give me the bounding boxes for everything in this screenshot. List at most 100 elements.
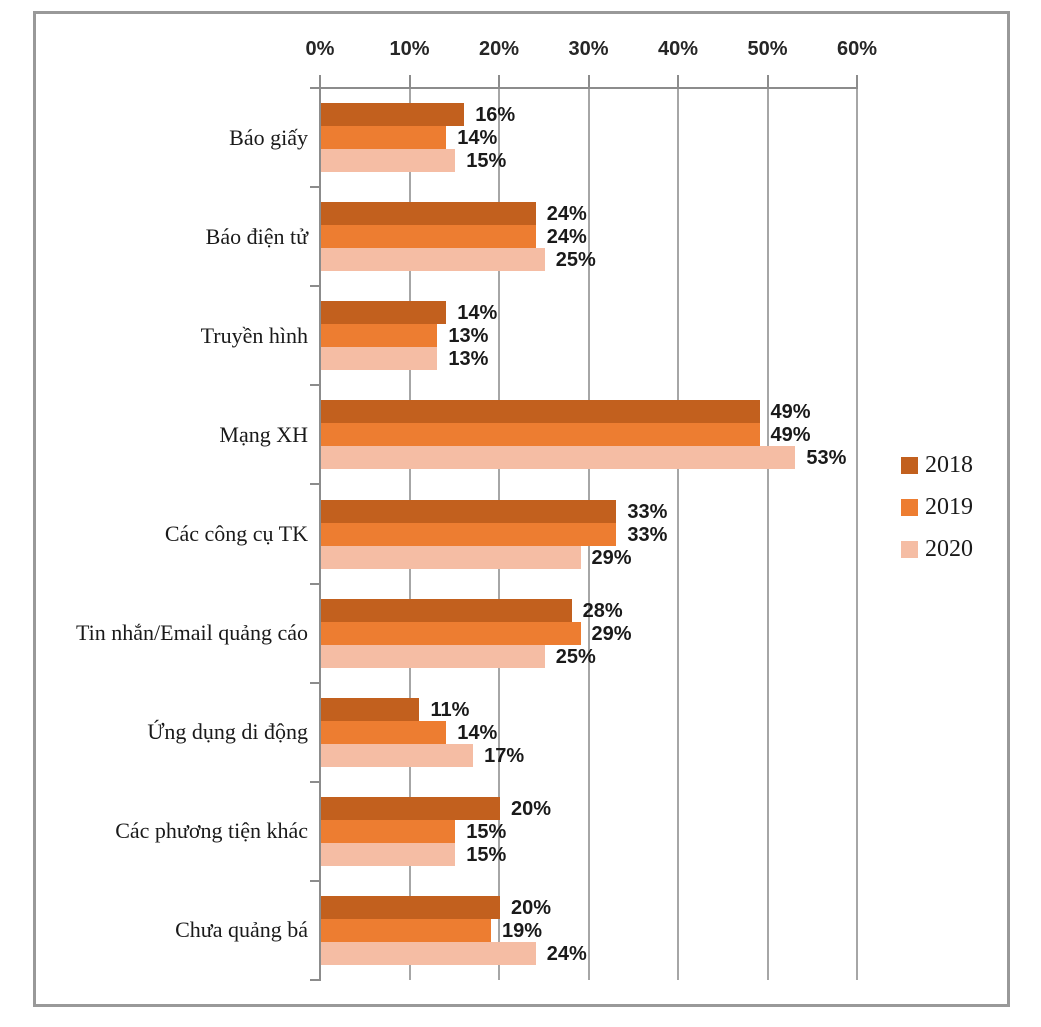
category-label: Báo điện tử xyxy=(205,223,308,249)
category-label: Tin nhắn/Email quảng cáo xyxy=(76,620,308,646)
y-axis-tick xyxy=(310,879,320,882)
y-axis-tick xyxy=(310,979,320,981)
value-label: 19% xyxy=(502,919,543,942)
bar-2018 xyxy=(321,202,536,226)
value-label: 15% xyxy=(466,820,507,843)
bar-2020 xyxy=(321,347,438,371)
y-axis-tick xyxy=(310,186,320,189)
bar-2018 xyxy=(321,301,447,325)
value-label: 11% xyxy=(430,698,470,721)
x-axis-tick-label: 10% xyxy=(389,38,430,60)
bar-2019 xyxy=(321,918,492,942)
value-label: 49% xyxy=(770,424,811,447)
bar-2018 xyxy=(321,499,617,523)
value-label: 25% xyxy=(555,645,596,668)
legend-label: 2019 xyxy=(925,494,973,520)
bar-2018 xyxy=(321,796,500,820)
value-label: 33% xyxy=(627,500,668,523)
value-label: 13% xyxy=(448,348,489,371)
bar-2020 xyxy=(321,446,796,470)
x-axis-tick xyxy=(766,75,769,88)
bar-2018 xyxy=(321,697,420,721)
y-axis-tick xyxy=(310,780,320,783)
gridline xyxy=(677,88,679,980)
value-label: 14% xyxy=(457,721,498,744)
x-axis-tick-label: 30% xyxy=(568,38,609,60)
x-axis-line xyxy=(319,87,858,89)
bar-2020 xyxy=(321,743,474,767)
bar-2019 xyxy=(321,324,438,348)
x-axis-tick-label: 40% xyxy=(657,38,699,60)
bar-2018 xyxy=(321,895,500,919)
x-axis-tick-label: 50% xyxy=(747,38,788,60)
x-axis-tick xyxy=(498,75,500,88)
bar-2020 xyxy=(321,842,456,866)
value-label: 24% xyxy=(546,226,587,249)
bar-2019 xyxy=(321,720,447,744)
legend: 2018 2019 2020 xyxy=(901,452,973,578)
x-axis-tick-label: 60% xyxy=(836,38,878,60)
y-axis-tick xyxy=(310,582,320,585)
value-label: 13% xyxy=(448,325,489,348)
category-label: Các công cụ TK xyxy=(164,521,308,546)
bar-2019 xyxy=(321,126,447,150)
value-label: 20% xyxy=(511,797,552,820)
x-axis-tick-label: 20% xyxy=(478,38,520,60)
legend-label: 2018 xyxy=(925,452,973,478)
value-label: 17% xyxy=(484,744,525,767)
y-axis-tick xyxy=(310,681,320,684)
bar-2019 xyxy=(321,819,456,843)
bar-2018 xyxy=(321,103,465,127)
value-label: 15% xyxy=(466,150,507,173)
bar-2019 xyxy=(321,225,536,249)
y-axis-tick xyxy=(310,384,320,387)
x-axis-tick xyxy=(856,75,858,88)
bar-2019 xyxy=(321,621,581,645)
x-axis-tick xyxy=(677,75,679,88)
value-label: 14% xyxy=(457,127,498,150)
value-label: 49% xyxy=(770,401,811,424)
bar-2020 xyxy=(321,545,581,569)
value-label: 14% xyxy=(457,302,498,325)
bar-2020 xyxy=(321,149,456,173)
value-label: 25% xyxy=(555,249,596,272)
x-axis-tick xyxy=(408,75,411,88)
legend-swatch-2020 xyxy=(901,540,918,558)
value-label: 24% xyxy=(546,203,587,226)
legend-label: 2020 xyxy=(925,536,973,562)
y-axis-tick xyxy=(310,87,320,89)
y-axis-tick xyxy=(310,285,320,288)
bar-2020 xyxy=(321,248,545,272)
bar-2018 xyxy=(321,400,760,424)
bar-2018 xyxy=(321,598,572,622)
value-label: 28% xyxy=(582,599,623,622)
category-label: Báo giấy xyxy=(229,124,308,150)
category-label: Ứng dụng di động xyxy=(147,719,308,745)
category-label: Truyền hình xyxy=(200,322,308,348)
value-label: 53% xyxy=(806,447,847,470)
value-label: 15% xyxy=(466,843,507,866)
y-axis-line xyxy=(319,87,321,981)
legend-item-2020: 2020 xyxy=(901,536,973,562)
y-axis-tick xyxy=(310,483,320,486)
legend-swatch-2019 xyxy=(901,498,918,516)
x-axis-tick xyxy=(587,75,590,88)
bar-2019 xyxy=(321,522,617,546)
value-label: 20% xyxy=(511,896,552,919)
legend-item-2019: 2019 xyxy=(901,494,973,520)
value-label: 24% xyxy=(546,942,587,965)
value-label: 29% xyxy=(591,546,632,569)
value-label: 33% xyxy=(627,523,668,546)
legend-swatch-2018 xyxy=(901,456,918,474)
category-label: Các phương tiện khác xyxy=(115,818,308,844)
value-label: 29% xyxy=(591,622,632,645)
bar-2020 xyxy=(321,941,536,965)
category-label: Chưa quảng bá xyxy=(175,917,308,943)
gridline xyxy=(856,88,858,980)
x-axis-tick xyxy=(319,75,321,88)
gridline xyxy=(766,88,769,980)
value-label: 16% xyxy=(475,104,516,127)
x-axis-tick-label: 0% xyxy=(305,38,335,60)
bar-2020 xyxy=(321,644,545,668)
